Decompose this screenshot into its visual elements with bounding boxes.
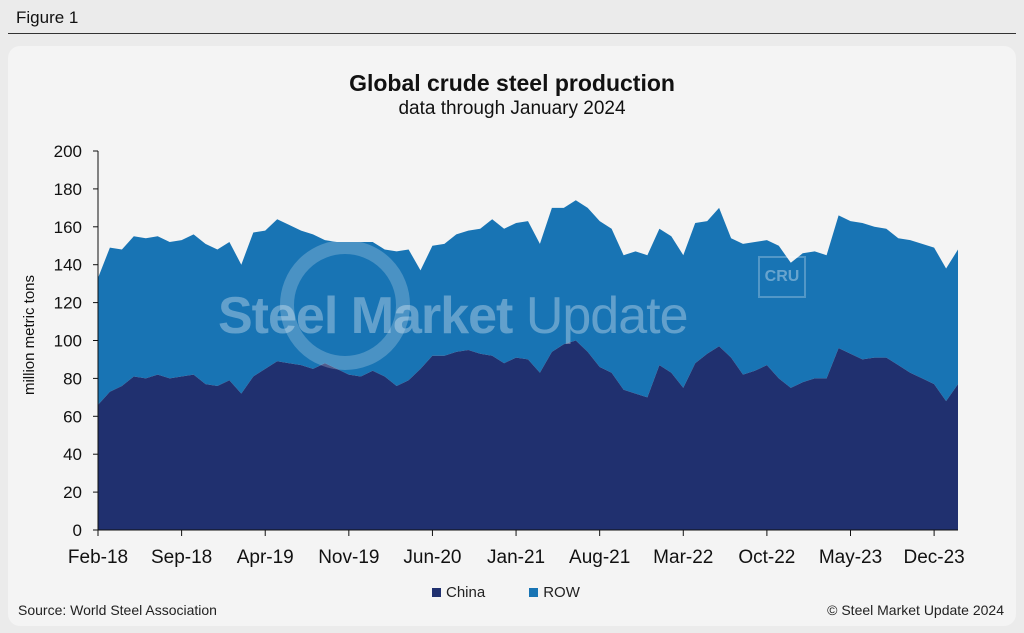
y-tick-label: 140 xyxy=(54,256,82,275)
cru-logo-watermark: CRU xyxy=(758,256,806,298)
chart-title: Global crude steel production xyxy=(349,70,675,96)
legend-item-row: ROW xyxy=(529,584,580,601)
legend-swatch-china xyxy=(432,588,441,597)
x-tick-label: Aug-21 xyxy=(569,547,630,568)
y-tick-label: 0 xyxy=(73,521,82,540)
legend-label-row: ROW xyxy=(543,584,580,601)
x-tick-label: Oct-22 xyxy=(738,547,795,568)
x-tick-label: May-23 xyxy=(819,547,882,568)
legend-item-china: China xyxy=(432,584,485,601)
watermark-logo-circle xyxy=(280,240,410,370)
y-tick-label: 20 xyxy=(63,483,82,502)
copyright-note: © Steel Market Update 2024 xyxy=(827,602,1004,618)
legend-swatch-row xyxy=(529,588,539,597)
x-tick-label: Sep-18 xyxy=(151,547,212,568)
x-tick-label: Feb-18 xyxy=(68,547,128,568)
chart-axes: 0 20 40 60 80 100 120 140 160 180 200 Feb-18 Sep-18 A… xyxy=(54,142,965,568)
y-tick-label: 120 xyxy=(54,294,82,313)
x-tick-label: Jan-21 xyxy=(487,547,545,568)
series-area-row xyxy=(98,200,958,405)
y-tick-label: 180 xyxy=(54,180,82,199)
legend-label-china: China xyxy=(446,584,486,601)
x-tick-label: Dec-23 xyxy=(903,547,964,568)
series-area-china xyxy=(98,340,958,530)
y-tick-label: 60 xyxy=(63,407,82,426)
figure-label: Figure 1 xyxy=(16,8,79,27)
figure-divider xyxy=(8,33,1016,34)
y-tick-label: 40 xyxy=(63,445,82,464)
x-tick-label: Mar-22 xyxy=(653,547,713,568)
chart-subtitle: data through January 2024 xyxy=(398,98,626,119)
y-tick-label: 80 xyxy=(63,369,82,388)
chart-areas xyxy=(98,200,958,530)
y-tick-label: 160 xyxy=(54,218,82,237)
y-tick-label: 200 xyxy=(54,142,82,161)
legend: China ROW xyxy=(432,584,580,601)
y-tick-label: 100 xyxy=(54,332,82,351)
x-tick-label: Nov-19 xyxy=(318,547,379,568)
x-tick-label: Jun-20 xyxy=(403,547,461,568)
x-tick-label: Apr-19 xyxy=(237,547,294,568)
y-axis-label: million metric tons xyxy=(21,275,38,395)
source-note: Source: World Steel Association xyxy=(18,602,217,618)
